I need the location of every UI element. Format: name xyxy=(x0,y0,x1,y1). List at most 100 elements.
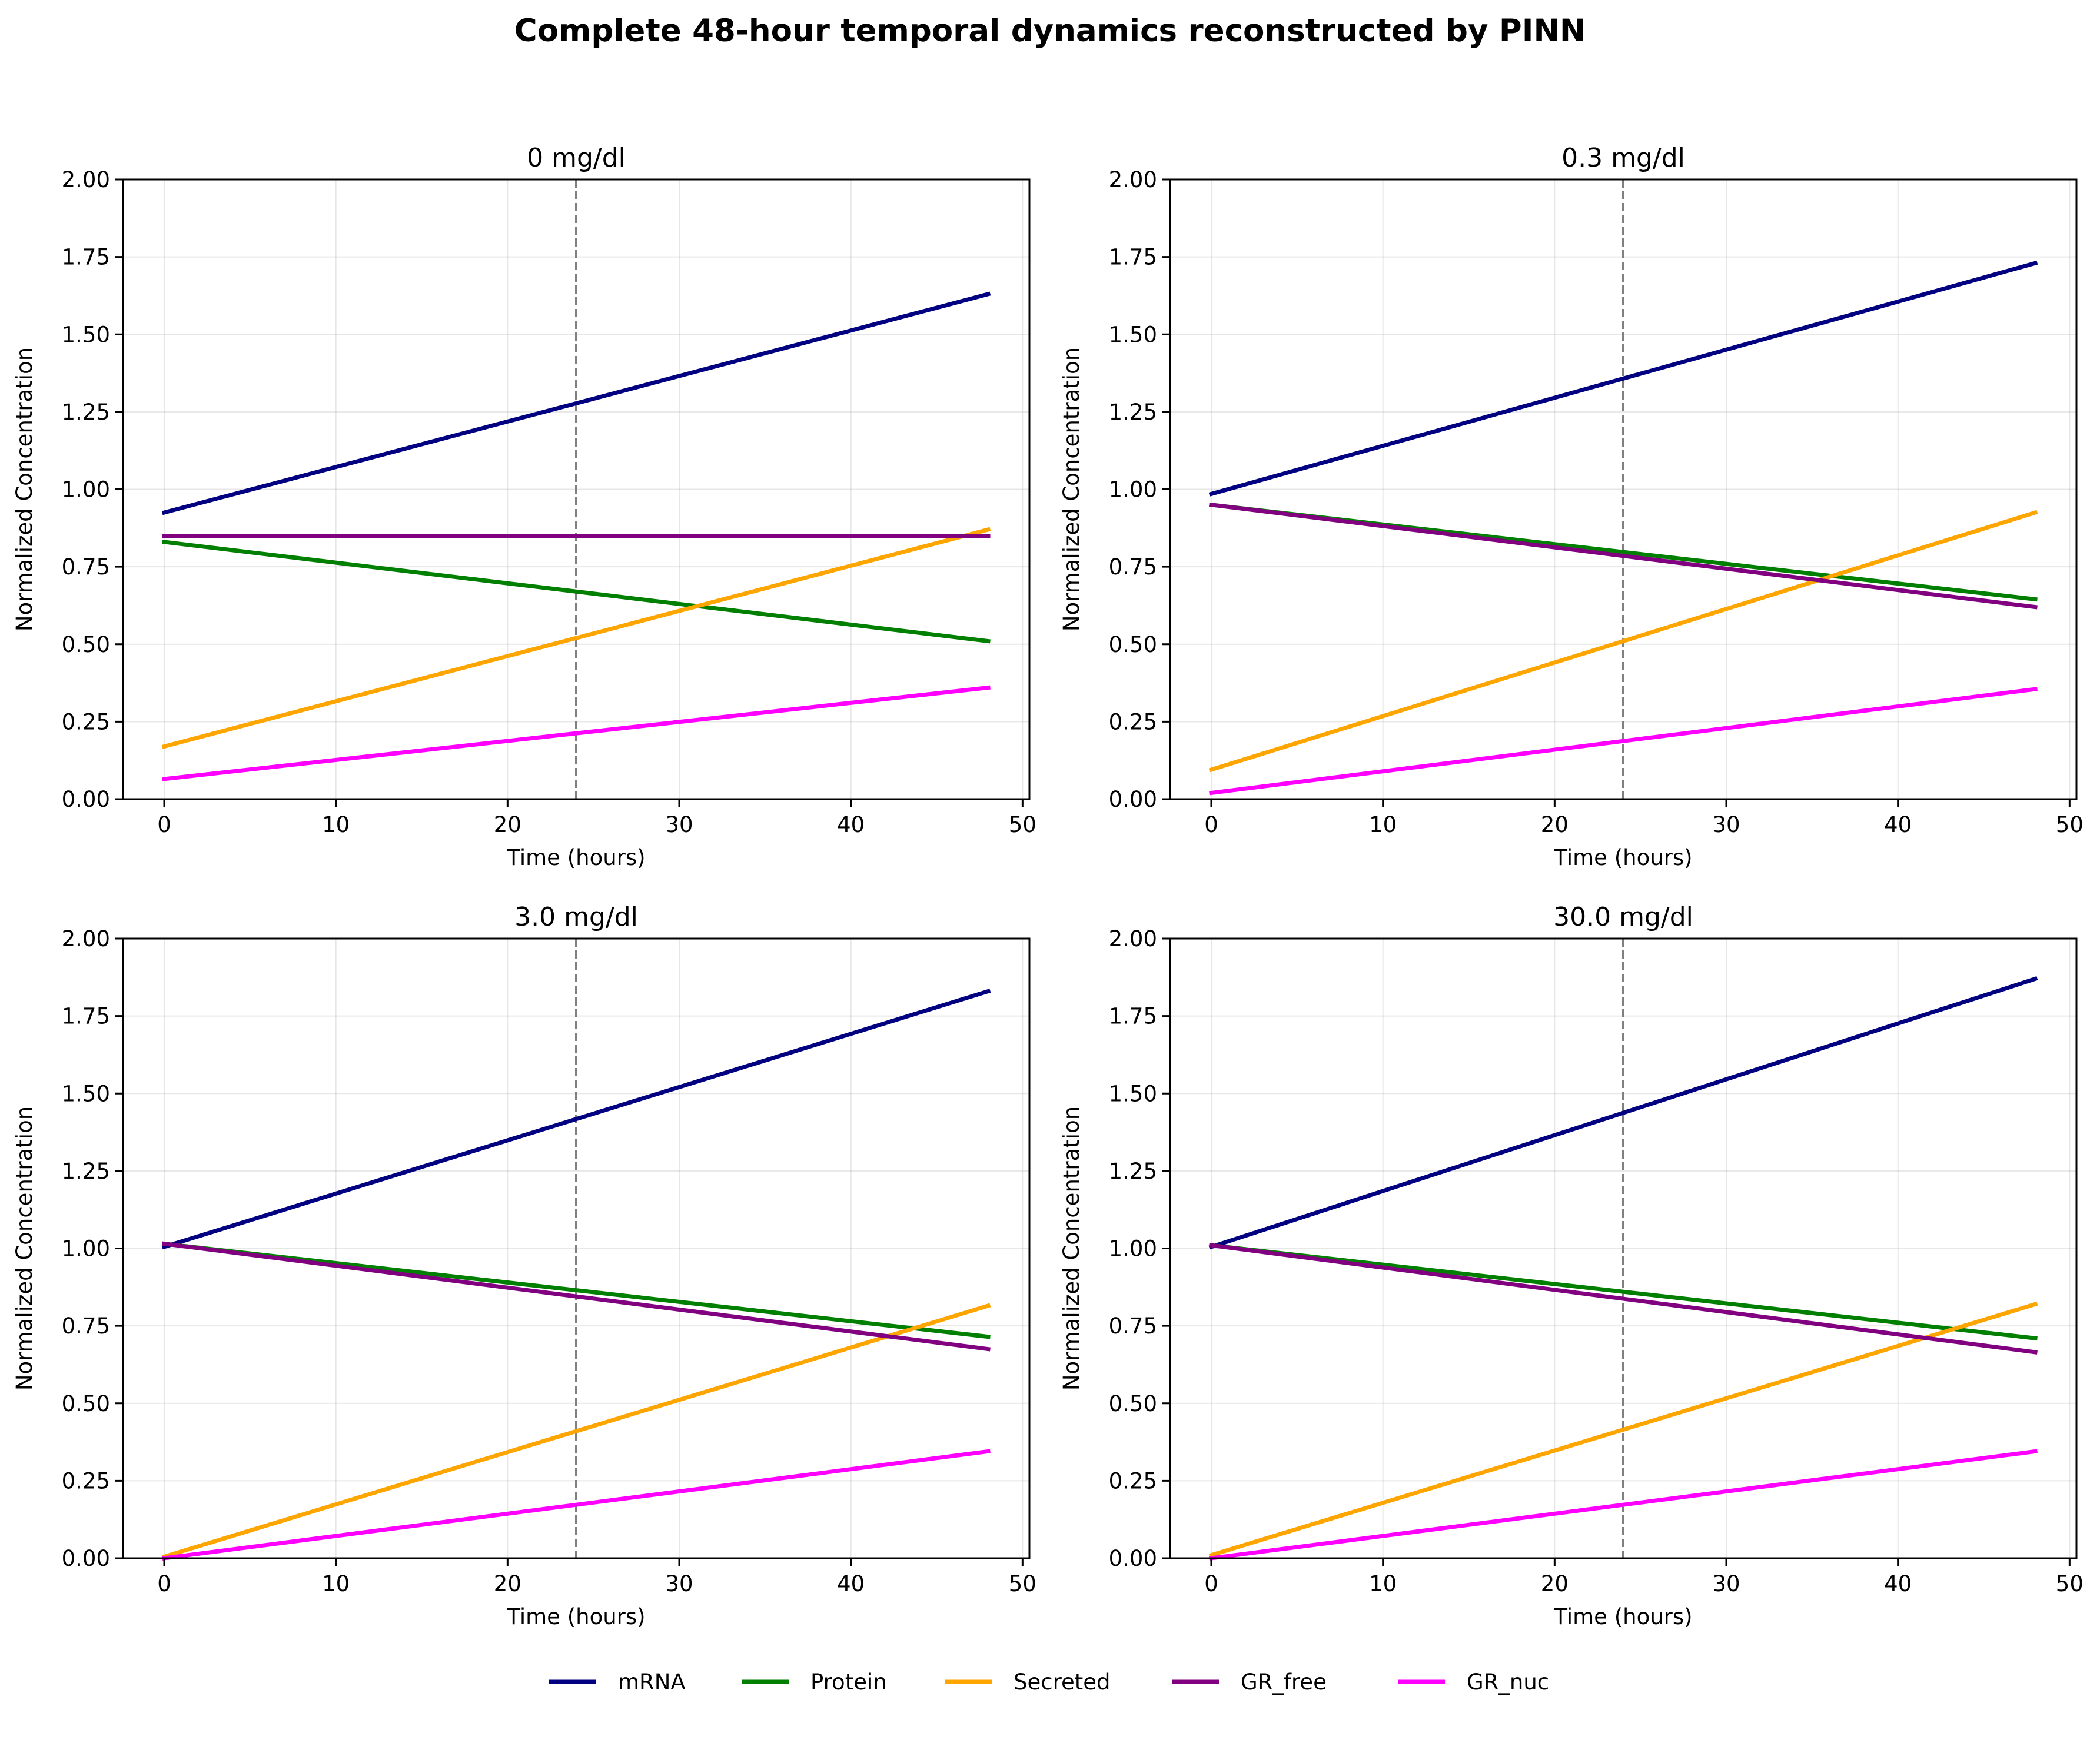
series-line-secreted xyxy=(161,1303,991,1559)
panel-2: 0 10 20 30 40 50 0.00 0.25 0.50 0.75 1.00 1.25 1.50 1… xyxy=(12,902,1036,1629)
x-tick-label: 40 xyxy=(837,1571,865,1596)
y-tick-label: 0.00 xyxy=(62,787,110,812)
series-line-gr-nuc xyxy=(162,1449,991,1561)
series-line-protein xyxy=(1209,1243,2038,1341)
y-tick-label: 1.00 xyxy=(1109,477,1157,503)
series-line-protein xyxy=(162,540,991,644)
series-line-mrna xyxy=(161,989,991,1250)
panel-0: 0 10 20 30 40 50 0.00 0.25 0.50 0.75 1.00 1.25 1.50 1… xyxy=(12,143,1036,870)
y-tick-label: 0.50 xyxy=(62,1391,110,1416)
x-tick-label: 30 xyxy=(665,812,693,837)
x-tick-label: 0 xyxy=(1204,812,1218,837)
y-axis-label: Normalized Concentration xyxy=(1059,347,1084,631)
x-tick-label: 30 xyxy=(1712,812,1740,837)
y-tick-label: 0.00 xyxy=(1109,1546,1157,1571)
y-tick-label: 1.50 xyxy=(62,322,110,347)
series-line-mrna xyxy=(161,291,991,515)
y-tick-label: 0.50 xyxy=(1109,1391,1157,1416)
y-tick-label: 0.00 xyxy=(62,1546,110,1571)
series-line-secreted xyxy=(1208,1301,2038,1558)
x-tick-label: 0 xyxy=(1204,1571,1218,1596)
y-tick-label: 1.75 xyxy=(1109,1004,1157,1029)
panel-title: 0 mg/dl xyxy=(527,143,626,173)
x-tick-label: 20 xyxy=(1541,1571,1569,1596)
x-axis-label: Time (hours) xyxy=(1553,1604,1692,1629)
y-tick-label: 0.75 xyxy=(1109,1313,1157,1339)
x-axis-label: Time (hours) xyxy=(506,845,645,870)
figure-title: Complete 48-hour temporal dynamics recon… xyxy=(514,13,1586,49)
x-tick-label: 50 xyxy=(2056,1571,2084,1596)
y-tick-label: 1.75 xyxy=(62,1004,110,1029)
panel-1: 0 10 20 30 40 50 0.00 0.25 0.50 0.75 1.00 1.25 1.50 1… xyxy=(1059,143,2084,870)
legend: mRNA Protein Secreted GR_free GR_nuc xyxy=(549,1669,1549,1695)
y-tick-label: 1.25 xyxy=(62,1159,110,1184)
series-line-mrna xyxy=(1208,976,2038,1250)
x-tick-label: 40 xyxy=(1884,1571,1912,1596)
x-tick-label: 50 xyxy=(1009,812,1036,837)
series-line-gr-free xyxy=(1209,1243,2038,1355)
panel-title: 30.0 mg/dl xyxy=(1553,902,1693,932)
x-tick-label: 0 xyxy=(157,1571,171,1596)
y-tick-label: 0.25 xyxy=(1109,1468,1157,1493)
y-tick-label: 1.50 xyxy=(1109,322,1157,347)
legend-label: Protein xyxy=(810,1669,887,1695)
x-tick-label: 10 xyxy=(1369,1571,1397,1596)
series-line-gr-nuc xyxy=(1209,1449,2038,1561)
y-axis-label: Normalized Concentration xyxy=(12,347,37,631)
y-tick-label: 1.25 xyxy=(1109,400,1157,425)
y-tick-label: 2.00 xyxy=(1109,926,1157,952)
y-tick-label: 1.00 xyxy=(62,477,110,503)
y-tick-label: 1.00 xyxy=(62,1236,110,1262)
x-tick-label: 30 xyxy=(1712,1571,1740,1596)
y-tick-label: 1.75 xyxy=(1109,245,1157,270)
series-line-gr-free xyxy=(162,1241,991,1352)
x-tick-label: 10 xyxy=(322,1571,350,1596)
x-axis-label: Time (hours) xyxy=(1553,845,1692,870)
panel-title: 0.3 mg/dl xyxy=(1561,143,1685,173)
series-line-mrna xyxy=(1208,260,2038,497)
x-tick-label: 10 xyxy=(1369,812,1397,837)
y-tick-label: 0.25 xyxy=(1109,709,1157,734)
series-line-gr-free xyxy=(1209,502,2038,610)
y-axis-label: Normalized Concentration xyxy=(1059,1106,1084,1391)
x-tick-label: 30 xyxy=(665,1571,693,1596)
y-tick-label: 2.00 xyxy=(62,167,110,192)
y-tick-label: 0.25 xyxy=(62,1468,110,1493)
series-line-gr-nuc xyxy=(1209,687,2038,796)
x-axis-label: Time (hours) xyxy=(506,1604,645,1629)
y-tick-label: 2.00 xyxy=(62,926,110,952)
x-tick-label: 20 xyxy=(494,812,521,837)
panels-group: 0 10 20 30 40 50 0.00 0.25 0.50 0.75 1.00 1.25 1.50 1… xyxy=(12,143,2084,1629)
x-tick-label: 20 xyxy=(1541,812,1569,837)
panel-title: 3.0 mg/dl xyxy=(514,902,638,932)
x-tick-label: 50 xyxy=(2056,812,2084,837)
y-tick-label: 0.25 xyxy=(62,709,110,734)
y-tick-label: 0.75 xyxy=(62,1313,110,1339)
y-tick-label: 0.50 xyxy=(1109,632,1157,657)
y-tick-label: 0.75 xyxy=(62,554,110,580)
panel-3: 0 10 20 30 40 50 0.00 0.25 0.50 0.75 1.00 1.25 1.50 1… xyxy=(1059,902,2084,1629)
y-tick-label: 0.00 xyxy=(1109,787,1157,812)
x-tick-label: 10 xyxy=(322,812,350,837)
y-tick-label: 0.75 xyxy=(1109,554,1157,580)
y-axis-label: Normalized Concentration xyxy=(12,1106,37,1391)
y-tick-label: 1.00 xyxy=(1109,1236,1157,1262)
y-tick-label: 1.25 xyxy=(62,400,110,425)
series-line-secreted xyxy=(1208,510,2038,773)
series-line-gr-nuc xyxy=(162,685,991,781)
y-tick-label: 2.00 xyxy=(1109,167,1157,192)
y-tick-label: 0.50 xyxy=(62,632,110,657)
x-tick-label: 20 xyxy=(494,1571,521,1596)
x-tick-label: 50 xyxy=(1009,1571,1036,1596)
y-tick-label: 1.75 xyxy=(62,245,110,270)
legend-label: Secreted xyxy=(1014,1669,1111,1695)
y-tick-label: 1.50 xyxy=(62,1081,110,1106)
y-tick-label: 1.50 xyxy=(1109,1081,1157,1106)
series-line-secreted xyxy=(161,527,991,749)
legend-label: GR_nuc xyxy=(1467,1669,1549,1695)
x-tick-label: 0 xyxy=(157,812,171,837)
x-tick-label: 40 xyxy=(837,812,865,837)
legend-label: GR_free xyxy=(1241,1669,1327,1695)
legend-label: mRNA xyxy=(618,1669,686,1695)
